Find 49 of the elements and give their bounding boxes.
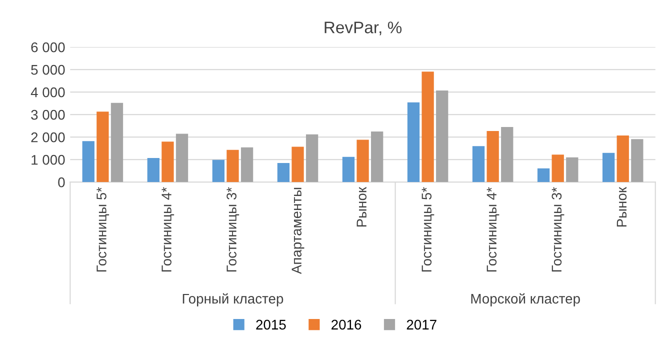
x-tick-label: Рынок — [356, 186, 367, 227]
y-tick-label: 3 000 — [31, 110, 65, 120]
bar — [566, 157, 578, 182]
bar — [147, 158, 160, 182]
y-tick-label: 2 000 — [31, 132, 65, 142]
bar — [552, 154, 564, 182]
bar — [422, 72, 434, 182]
bar — [212, 160, 225, 182]
y-tick-label: 5 000 — [31, 64, 65, 75]
bar — [176, 134, 188, 182]
bar — [226, 150, 239, 182]
bar — [407, 102, 420, 182]
bar — [486, 131, 499, 182]
bar — [472, 146, 485, 182]
y-tick-label: 1 000 — [32, 154, 65, 165]
bar — [371, 131, 384, 182]
bar — [96, 112, 109, 182]
bar — [602, 152, 615, 182]
x-tick-label: Гостиницы 4* — [486, 187, 500, 272]
bar — [537, 168, 550, 182]
x-tick-label: Гостиницы 5* — [96, 187, 110, 272]
bar — [162, 142, 174, 182]
legend-label: 2015 — [256, 320, 286, 330]
bar — [436, 90, 448, 182]
bar — [277, 162, 290, 182]
bar — [342, 156, 355, 182]
x-tick-label: Гостиницы 4* — [162, 187, 174, 272]
x-tick-label: Рынок — [616, 186, 627, 227]
y-tick-label: 4 000 — [30, 87, 65, 98]
bar — [306, 134, 318, 182]
legend-label: 2016 — [332, 320, 362, 330]
bar — [501, 126, 514, 182]
bar — [631, 139, 644, 182]
chart-title: RevPar, % — [324, 22, 402, 36]
legend-label: 2017 — [406, 320, 436, 330]
x-tick-label: Апартаменты — [292, 188, 304, 274]
bar — [240, 147, 254, 182]
text: Морской кластер — [471, 293, 580, 306]
x-tick-label: Гостиницы 3* — [552, 187, 564, 272]
bar — [616, 136, 629, 182]
text: Горный кластер — [182, 293, 284, 306]
bar — [356, 140, 369, 182]
y-tick-label: 0 — [58, 177, 65, 188]
bar — [82, 141, 94, 182]
bar — [110, 102, 124, 182]
x-tick-label: Гостиницы 3* — [226, 187, 240, 272]
bar — [292, 146, 304, 182]
y-tick-label: 6 000 — [31, 42, 65, 52]
x-tick-label: Гостиницы 5* — [422, 187, 434, 272]
